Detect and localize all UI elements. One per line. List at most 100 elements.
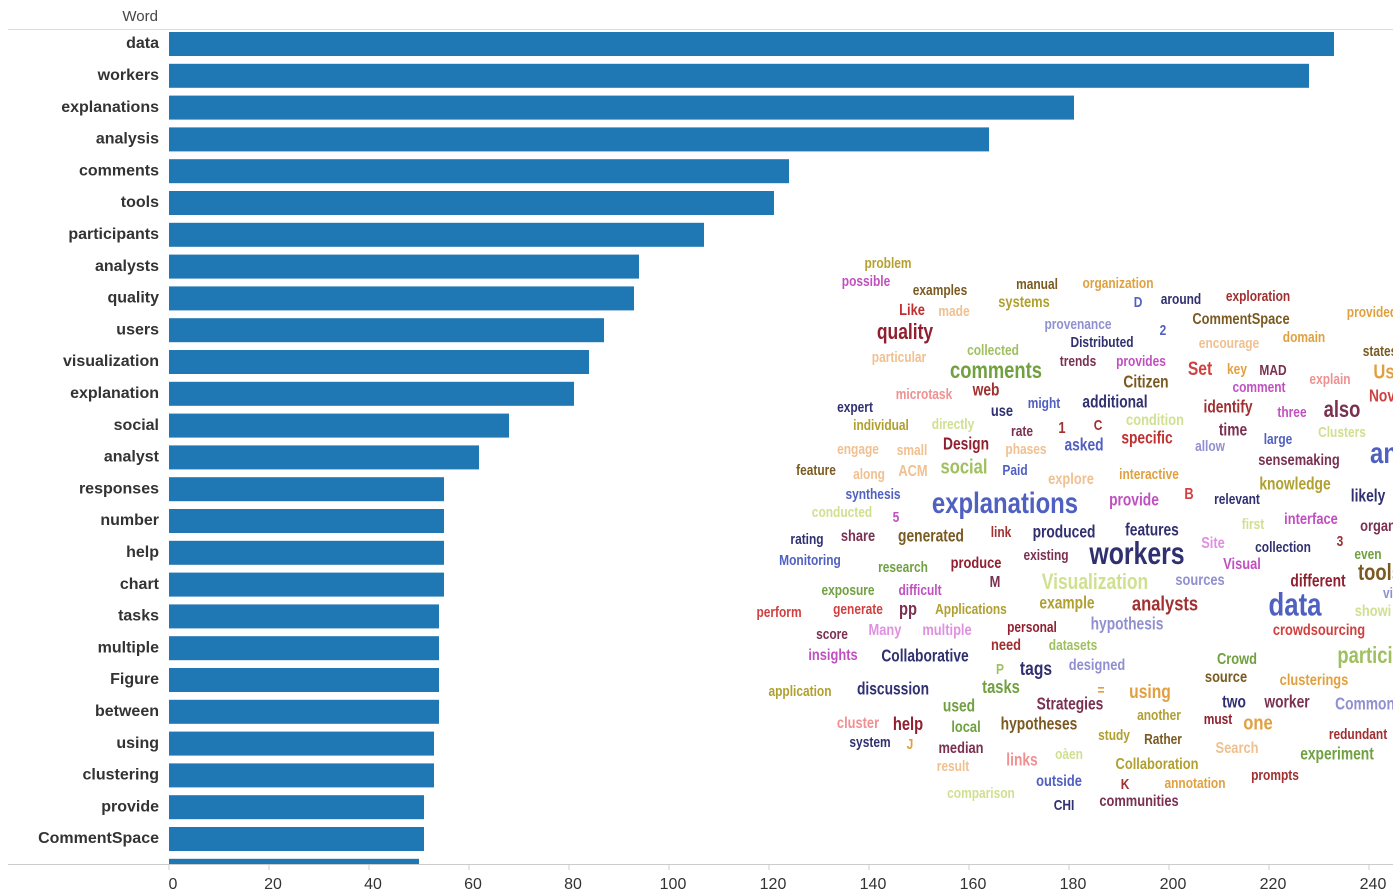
- word: designed: [1069, 657, 1125, 675]
- word: Collaboration: [1116, 756, 1199, 774]
- bar: [169, 858, 419, 864]
- x-tick-label: 60: [464, 876, 482, 893]
- category-label: CommentSpace: [38, 830, 159, 847]
- bar: [169, 413, 509, 438]
- bar: [169, 477, 444, 502]
- category-label: However: [92, 862, 159, 879]
- word: large: [1264, 431, 1293, 448]
- word: produce: [951, 555, 1002, 573]
- word: Collaborative: [881, 647, 969, 666]
- word: also: [1324, 397, 1361, 422]
- word: possible: [842, 273, 891, 290]
- word: showi: [1355, 603, 1391, 621]
- bar: [169, 827, 424, 851]
- word: Set: [1188, 357, 1212, 379]
- word: J: [907, 736, 914, 753]
- word: collection: [1255, 539, 1311, 556]
- word: states: [1363, 343, 1393, 360]
- word: share: [841, 528, 875, 546]
- word: 1: [1058, 420, 1065, 438]
- word: system: [849, 734, 890, 751]
- word: perform: [756, 604, 801, 621]
- word: Paid: [1002, 462, 1027, 479]
- word: link: [991, 524, 1012, 541]
- category-label: comments: [79, 162, 159, 179]
- bar: [169, 32, 1334, 56]
- word: comments: [950, 358, 1042, 383]
- word: features: [1125, 521, 1179, 540]
- word: provide: [1109, 491, 1159, 510]
- bar: [169, 445, 479, 470]
- bar: [169, 509, 444, 533]
- word: two: [1222, 693, 1246, 712]
- word: local: [951, 719, 980, 737]
- word: clusterings: [1280, 672, 1349, 690]
- word: research: [878, 559, 928, 576]
- category-label: analyst: [104, 449, 160, 466]
- word: D: [1134, 294, 1143, 311]
- word: along: [853, 466, 885, 483]
- word: collected: [967, 342, 1019, 359]
- word: C: [1094, 417, 1103, 434]
- word: difficult: [898, 582, 942, 599]
- word: time: [1219, 421, 1248, 440]
- word: manual: [1016, 276, 1058, 293]
- bar: [169, 318, 604, 343]
- word: prompts: [1251, 767, 1299, 784]
- bar: [169, 572, 444, 597]
- word: asked: [1064, 436, 1103, 455]
- bar: [169, 795, 424, 820]
- x-tick-label: 120: [760, 876, 787, 893]
- word: Common: [1335, 695, 1393, 714]
- word: 3: [1337, 533, 1344, 550]
- word: expert: [837, 399, 873, 416]
- word: M: [990, 574, 1001, 592]
- word: existing: [1023, 547, 1068, 564]
- word: individual: [853, 417, 909, 434]
- word: Site: [1201, 535, 1225, 553]
- word: must: [1204, 711, 1233, 728]
- word: key: [1227, 361, 1247, 378]
- word: CHI: [1054, 797, 1075, 814]
- word: phases: [1005, 441, 1046, 458]
- word: explanations: [932, 485, 1078, 519]
- word: experiment: [1300, 745, 1374, 764]
- category-label: explanations: [61, 99, 159, 116]
- bar: [169, 381, 574, 406]
- category-label: chart: [120, 576, 160, 593]
- plot-area: dataworkersexplanationsanalysiscommentst…: [38, 32, 1334, 879]
- word: around: [1161, 291, 1201, 308]
- word: identify: [1203, 398, 1252, 417]
- category-label: users: [116, 321, 159, 338]
- word: Distributed: [1070, 334, 1133, 351]
- bar: [169, 95, 1074, 120]
- bar: [169, 254, 639, 279]
- word: =: [1098, 682, 1105, 699]
- word: provenance: [1044, 316, 1111, 333]
- category-label: between: [95, 703, 159, 720]
- x-tick-label: 240: [1360, 876, 1387, 893]
- word: Like: [899, 302, 925, 320]
- word: an: [1370, 435, 1393, 469]
- word: 5: [893, 509, 900, 526]
- word: crowdsourcing: [1273, 622, 1365, 640]
- word: Clusters: [1318, 424, 1366, 441]
- word: directly: [932, 416, 975, 433]
- word: P: [996, 661, 1004, 678]
- word: trends: [1060, 353, 1096, 370]
- word: different: [1290, 572, 1345, 591]
- word: Many: [869, 622, 903, 640]
- bar: [169, 731, 434, 756]
- bar: [169, 286, 634, 311]
- word: Design: [943, 435, 989, 454]
- word: exposure: [821, 582, 875, 599]
- word: additional: [1082, 393, 1147, 412]
- word: feature: [796, 462, 836, 479]
- word: workers: [1088, 537, 1184, 571]
- word: using: [1129, 680, 1171, 702]
- word: used: [943, 697, 975, 716]
- word: partici: [1337, 643, 1392, 668]
- word: social: [941, 455, 988, 478]
- x-tick-label: 100: [660, 876, 687, 893]
- word: oàen: [1055, 746, 1083, 763]
